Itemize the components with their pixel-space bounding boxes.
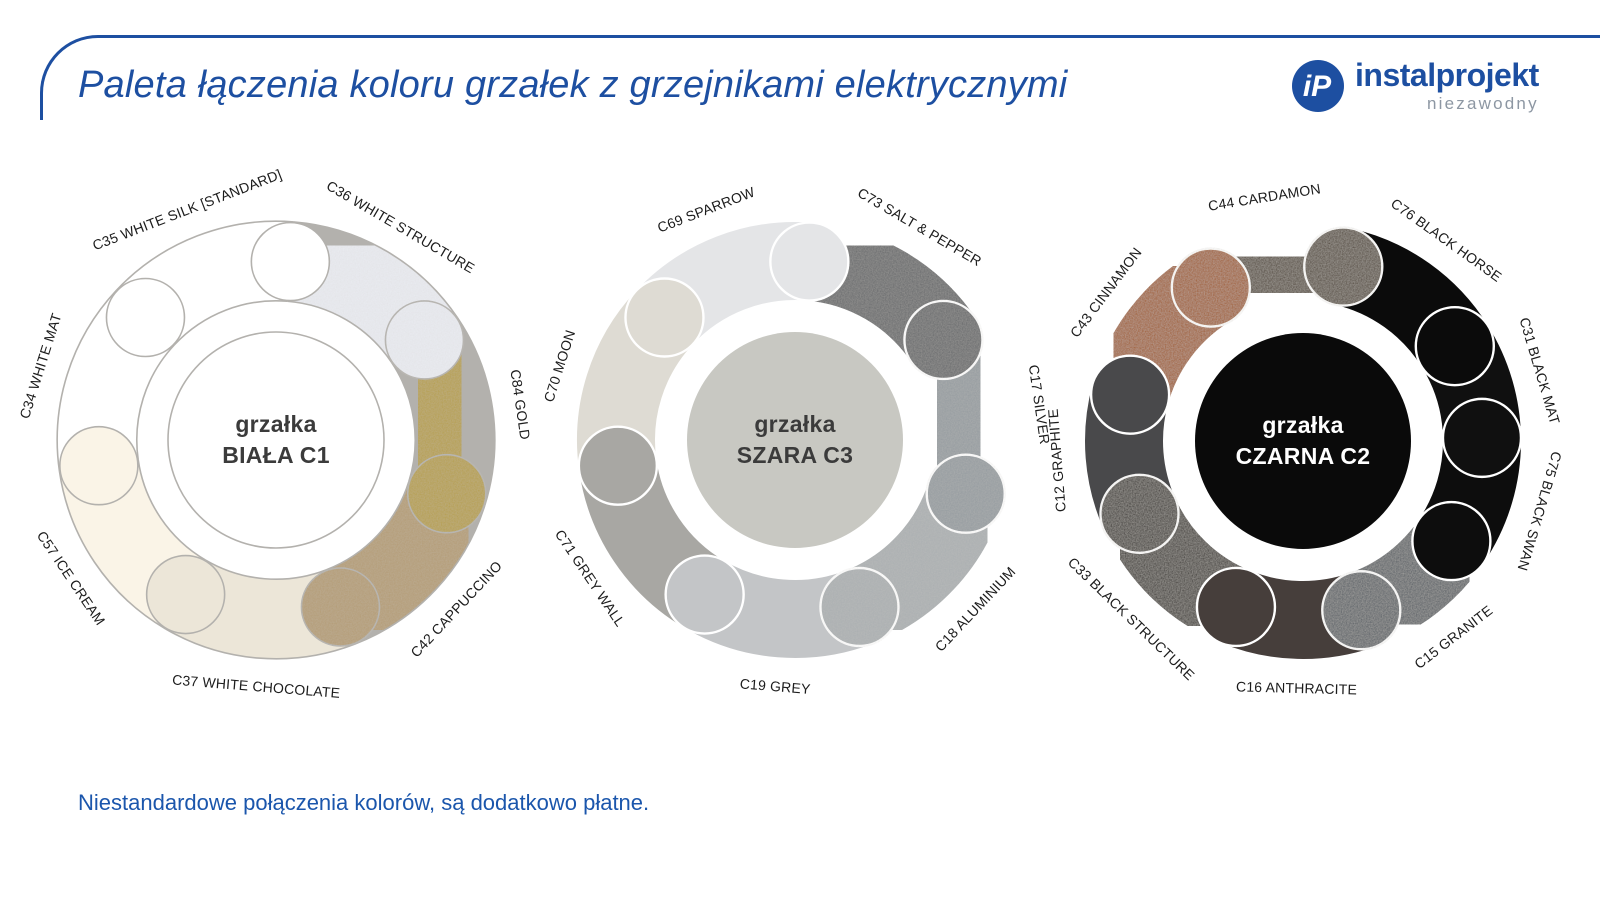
- brand-name: instalprojekt: [1355, 57, 1539, 93]
- segment-label-c44-cardamon: C44 CARDAMON: [1207, 180, 1322, 214]
- segment-cap-c69-sparrow: [769, 221, 850, 302]
- donut-center-label: grzałka: [1262, 412, 1343, 438]
- segment-cap-c75-black-swan: [1411, 500, 1492, 582]
- donut-center-label: CZARNA C2: [1236, 443, 1371, 469]
- segment-label-c19-grey: C19 GREY: [739, 675, 811, 697]
- brand-logo: iP instalprojekt niezawodny: [1290, 58, 1539, 114]
- segment-cap-c35-white-silk-standard: [250, 221, 331, 302]
- donut-center-czarna-c2: [1195, 333, 1411, 549]
- segment-label-c31-black-mat: C31 BLACK MAT: [1516, 316, 1563, 427]
- segment-cap-c19-grey: [664, 554, 745, 635]
- segment-cap-c70-moon: [624, 277, 705, 358]
- donut-center-bia-a-c1: [167, 331, 385, 549]
- segment-cap-c76-black-horse: [1414, 305, 1496, 387]
- segment-cap-c42-cappuccino: [300, 567, 381, 647]
- logo-circle: [1292, 60, 1344, 112]
- segment-cap-c18-aluminium: [819, 566, 900, 648]
- donut-center-label: BIAŁA C1: [222, 442, 330, 468]
- donut-center-label: SZARA C3: [737, 442, 854, 468]
- segment-cap-c43-cinnamon: [1170, 247, 1252, 328]
- donut-center-label: grzałka: [235, 411, 316, 437]
- segment-cap-c37-white-chocolate: [145, 554, 226, 635]
- header-frame-line: [40, 35, 1600, 120]
- segment-cap-c57-ice-cream: [59, 425, 139, 506]
- donut-center-label: grzałka: [754, 411, 835, 437]
- segment-label-c34-white-mat: C34 WHITE MAT: [16, 311, 64, 421]
- segment-cap-c33-black-structure: [1099, 473, 1180, 555]
- segment-label-c12-graphite: C12 GRAPHITE: [1045, 408, 1069, 512]
- segment-cap-c84-gold: [406, 453, 487, 534]
- segment-cap-c31-black-mat: [1441, 397, 1523, 479]
- segment-label-c16-anthracite: C16 ANTHRACITE: [1236, 678, 1357, 697]
- brand-tagline: niezawodny: [1426, 93, 1539, 113]
- segment-cap-c71-grey-wall: [577, 425, 659, 506]
- segment-cap-c36-white-structure: [384, 300, 465, 380]
- instalprojekt-logo-icon: iP: [1292, 60, 1344, 112]
- segment-cap-c12-graphite: [1089, 354, 1171, 435]
- donut-center-szara-c3: [687, 332, 903, 548]
- segment-cap-c17-silver: [925, 453, 1006, 534]
- segment-cap-c34-white-mat: [105, 277, 186, 358]
- logo-monogram: iP: [1303, 70, 1332, 103]
- segment-label-c37-white-chocolate: C37 WHITE CHOCOLATE: [172, 671, 341, 700]
- segment-cap-c44-cardamon: [1303, 226, 1384, 307]
- segment-label-c70-moon: C70 MOON: [541, 328, 579, 404]
- segment-label-c75-black-swan: C75 BLACK SWAN: [1515, 450, 1565, 573]
- segment-cap-c16-anthracite: [1195, 566, 1277, 648]
- segment-cap-c73-salt-pepper: [903, 299, 984, 381]
- segment-cap-c15-granite: [1321, 570, 1402, 651]
- page-title: Paleta łączenia koloru grzałek z grzejni…: [78, 64, 1068, 106]
- footnote: Niestandardowe połączenia kolorów, są do…: [78, 790, 650, 815]
